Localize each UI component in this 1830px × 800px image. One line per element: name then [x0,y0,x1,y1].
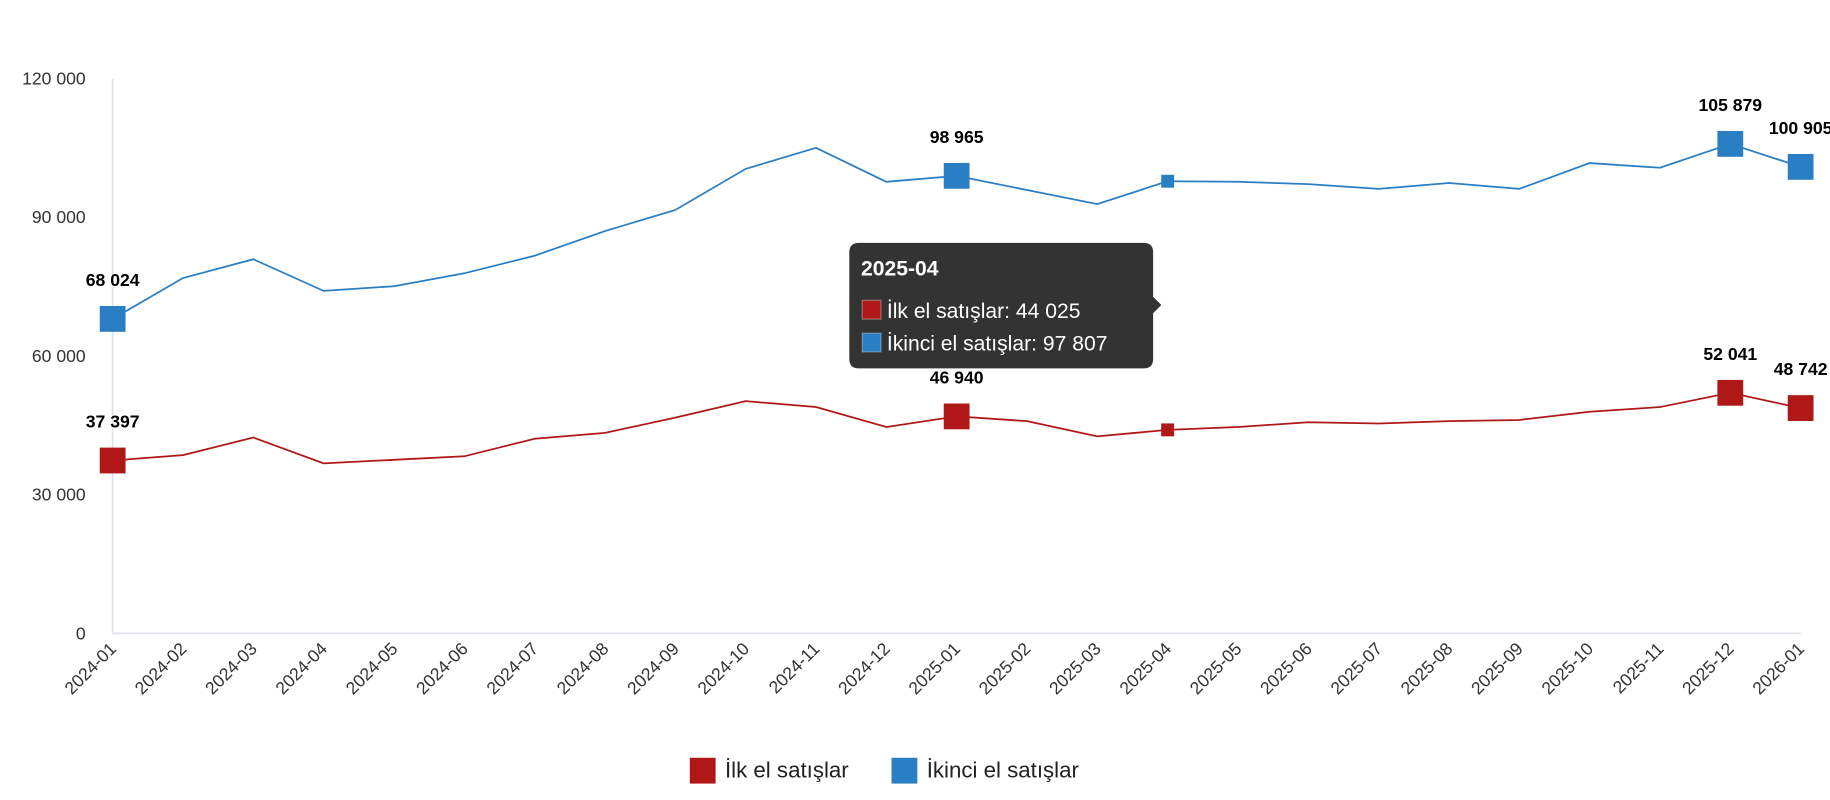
x-tick-label: 2025-08 [1397,638,1457,698]
data-point-marker[interactable] [943,403,970,430]
data-label: 105 879 [1699,95,1763,115]
x-tick-label: 2024-09 [623,639,683,699]
x-tick-label: 2025-10 [1537,638,1597,698]
data-labels: 37 397 46 940 52 041 48 742 68 024 98 965 105 … [86,95,1830,432]
legend-swatch-ilk-el [689,757,716,784]
x-tick-label: 2024-03 [201,639,261,699]
x-tick-label: 2024-02 [131,639,191,699]
x-tick-label: 2026-01 [1748,639,1808,699]
tooltip-row-ikinci-el: İkinci el satışlar: 97 807 [887,333,1108,356]
y-tick-label: 0 [76,623,86,643]
data-point-marker[interactable] [943,162,970,189]
data-label: 46 940 [930,368,984,388]
y-tick-label: 90 000 [32,207,86,227]
data-label: 48 742 [1774,359,1828,379]
data-point-marker[interactable] [99,447,126,474]
legend-label-ikinci-el: İkinci el satışlar [927,758,1080,783]
legend-swatch-ikinci-el [891,757,918,784]
data-label: 98 965 [930,127,984,147]
x-tick-label: 2025-12 [1678,639,1738,699]
series-group [99,130,1814,474]
tooltip: 2025-04 İlk el satışlar: 44 025 İkinci e… [849,242,1162,369]
x-tick-label: 2024-11 [765,639,824,698]
tooltip-swatch-ilk-el [861,299,882,320]
x-tick-label: 2025-07 [1326,639,1386,699]
x-tick-label: 2025-02 [975,639,1035,699]
x-tick-label: 2025-05 [1186,638,1246,698]
x-tick-label: 2024-08 [553,638,613,698]
x-tick-label: 2024-01 [60,639,120,699]
x-axis: 2024-01 2024-02 2024-03 2024-04 2024-05 2024-… [60,632,1808,699]
y-axis: 0 30 000 60 000 90 000 120 000 [22,68,114,643]
data-point-marker[interactable] [99,306,126,332]
tooltip-title: 2025-04 [861,258,939,281]
data-point-marker[interactable] [1717,379,1744,406]
legend: İlk el satışlar İkinci el satışlar [689,757,1080,784]
data-point-marker[interactable] [1161,423,1175,437]
legend-item-ilk-el[interactable]: İlk el satışlar [689,757,850,784]
x-tick-label: 2024-06 [412,639,472,699]
x-tick-label: 2024-10 [693,638,753,698]
x-tick-label: 2024-07 [482,639,542,699]
data-label: 37 397 [86,412,140,432]
tooltip-swatch-ikinci-el [861,332,882,353]
y-tick-label: 30 000 [32,485,86,505]
tooltip-row-ilk-el: İlk el satışlar: 44 025 [887,300,1081,323]
x-tick-label: 2025-06 [1256,639,1316,699]
data-label: 52 041 [1703,344,1757,364]
x-tick-label: 2025-04 [1115,638,1175,698]
x-tick-label: 2025-09 [1467,639,1527,699]
legend-label-ilk-el: İlk el satışlar [725,758,849,783]
data-point-marker[interactable] [1161,174,1175,188]
x-tick-label: 2025-11 [1609,639,1668,698]
y-tick-label: 120 000 [22,68,86,88]
y-tick-label: 60 000 [32,346,86,366]
data-point-marker[interactable] [1787,153,1814,180]
x-tick-label: 2025-03 [1045,639,1105,699]
data-label: 68 024 [86,270,140,290]
legend-item-ikinci-el[interactable]: İkinci el satışlar [891,757,1080,784]
data-point-marker[interactable] [1787,395,1814,421]
x-tick-label: 2024-12 [834,639,894,699]
x-tick-label: 2025-01 [904,639,964,699]
data-point-marker[interactable] [1717,130,1744,157]
tooltip-box [849,242,1162,369]
x-tick-label: 2024-04 [271,638,331,698]
x-tick-label: 2024-05 [342,638,402,698]
data-label: 100 905 [1769,118,1830,138]
